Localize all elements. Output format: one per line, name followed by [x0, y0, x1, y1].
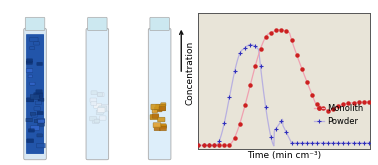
FancyBboxPatch shape: [30, 112, 36, 115]
FancyBboxPatch shape: [25, 17, 45, 31]
FancyBboxPatch shape: [38, 98, 44, 101]
FancyBboxPatch shape: [29, 47, 35, 49]
FancyBboxPatch shape: [98, 105, 108, 111]
FancyBboxPatch shape: [31, 126, 39, 130]
FancyBboxPatch shape: [37, 62, 42, 66]
FancyBboxPatch shape: [154, 127, 161, 131]
FancyBboxPatch shape: [36, 90, 42, 93]
FancyBboxPatch shape: [94, 103, 102, 108]
FancyBboxPatch shape: [24, 28, 46, 160]
FancyBboxPatch shape: [90, 98, 97, 102]
FancyBboxPatch shape: [34, 42, 39, 45]
FancyBboxPatch shape: [150, 115, 158, 120]
FancyBboxPatch shape: [158, 117, 165, 122]
X-axis label: Time (min cm⁻³): Time (min cm⁻³): [247, 151, 322, 160]
FancyBboxPatch shape: [28, 75, 33, 77]
FancyBboxPatch shape: [30, 37, 38, 42]
FancyBboxPatch shape: [34, 107, 40, 110]
FancyBboxPatch shape: [152, 114, 159, 118]
FancyBboxPatch shape: [91, 101, 97, 105]
FancyBboxPatch shape: [96, 110, 103, 115]
FancyBboxPatch shape: [35, 96, 40, 99]
FancyBboxPatch shape: [26, 61, 33, 64]
FancyBboxPatch shape: [28, 129, 34, 132]
FancyBboxPatch shape: [150, 17, 169, 31]
FancyBboxPatch shape: [35, 101, 42, 104]
FancyBboxPatch shape: [97, 108, 105, 113]
FancyBboxPatch shape: [99, 106, 107, 111]
Text: Concentration: Concentration: [185, 40, 194, 105]
FancyBboxPatch shape: [94, 119, 100, 123]
FancyBboxPatch shape: [26, 59, 33, 62]
FancyBboxPatch shape: [99, 116, 106, 120]
FancyBboxPatch shape: [37, 134, 42, 137]
FancyBboxPatch shape: [92, 119, 99, 123]
FancyBboxPatch shape: [86, 28, 108, 160]
FancyBboxPatch shape: [37, 118, 45, 123]
FancyBboxPatch shape: [34, 93, 43, 98]
FancyBboxPatch shape: [26, 69, 33, 72]
FancyBboxPatch shape: [32, 114, 37, 117]
FancyBboxPatch shape: [30, 95, 39, 99]
FancyBboxPatch shape: [151, 104, 160, 110]
FancyBboxPatch shape: [153, 123, 161, 128]
FancyBboxPatch shape: [98, 93, 103, 96]
FancyBboxPatch shape: [90, 116, 96, 121]
FancyBboxPatch shape: [26, 98, 34, 102]
FancyBboxPatch shape: [26, 118, 33, 122]
FancyBboxPatch shape: [161, 125, 166, 128]
FancyBboxPatch shape: [159, 126, 166, 131]
FancyBboxPatch shape: [148, 28, 171, 160]
FancyBboxPatch shape: [30, 82, 35, 85]
FancyBboxPatch shape: [37, 143, 45, 148]
FancyBboxPatch shape: [27, 139, 34, 143]
FancyBboxPatch shape: [88, 17, 107, 31]
FancyBboxPatch shape: [160, 124, 166, 128]
FancyBboxPatch shape: [98, 92, 104, 97]
Legend: Monolith, Powder: Monolith, Powder: [311, 100, 366, 129]
FancyBboxPatch shape: [152, 110, 157, 113]
FancyBboxPatch shape: [26, 34, 44, 154]
FancyBboxPatch shape: [161, 103, 166, 106]
FancyBboxPatch shape: [154, 107, 162, 112]
FancyBboxPatch shape: [37, 111, 43, 115]
FancyBboxPatch shape: [38, 122, 45, 126]
FancyBboxPatch shape: [34, 119, 40, 123]
FancyBboxPatch shape: [156, 104, 166, 111]
FancyBboxPatch shape: [159, 107, 166, 111]
FancyBboxPatch shape: [38, 119, 45, 123]
FancyBboxPatch shape: [91, 91, 97, 95]
